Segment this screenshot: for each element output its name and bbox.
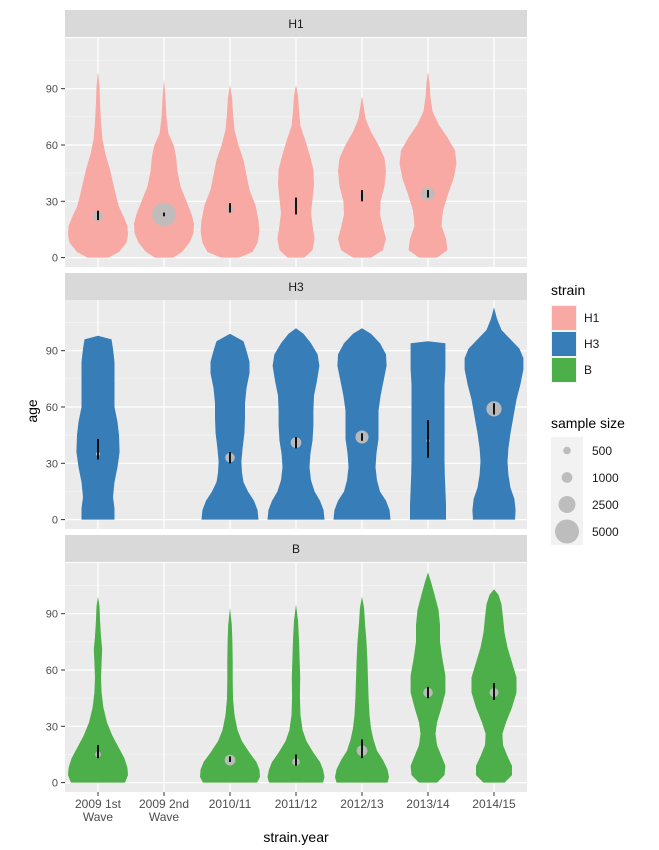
x-tick-label: 2013/14 — [406, 797, 450, 811]
legend-label: B — [584, 363, 592, 377]
y-tick-label: 0 — [52, 515, 58, 527]
violin — [277, 84, 315, 258]
facet-h3: H3 0 30 60 90 — [46, 273, 527, 529]
facet-strip — [65, 535, 527, 562]
violin — [201, 333, 259, 520]
violin — [134, 79, 194, 258]
violin — [76, 335, 120, 520]
legend-key-h3 — [552, 332, 576, 356]
legend-label: H3 — [584, 337, 600, 351]
x-tick-label: 2012/13 — [340, 797, 384, 811]
y-tick-label: 60 — [46, 402, 58, 414]
facet-h1: H1 0 30 60 90 — [46, 10, 527, 267]
y-tick-label: 30 — [46, 196, 58, 208]
x-axis-title: strain.year — [263, 829, 329, 845]
x-tick-label: 2009 1st Wave — [75, 797, 122, 824]
facet-strip-label: B — [292, 542, 300, 556]
facet-panels: H1 0 30 60 90 H3 0 30 60 90 B 0 30 60 90 — [46, 10, 527, 792]
legend-key-b — [552, 358, 576, 382]
y-tick-label: 90 — [46, 346, 58, 358]
y-tick-label: 60 — [46, 140, 58, 152]
legend-title-strain: strain — [551, 282, 585, 298]
y-tick-label: 30 — [46, 721, 58, 733]
facet-strip-label: H1 — [288, 17, 304, 31]
y-tick-label: 30 — [46, 458, 58, 470]
violin — [68, 596, 128, 783]
x-tick-label: 2010/11 — [209, 797, 252, 811]
violin — [335, 596, 389, 783]
y-tick-label: 0 — [52, 778, 58, 790]
legend-size-point — [561, 472, 573, 483]
facet-b: B 0 30 60 90 — [46, 535, 527, 792]
violin — [333, 328, 391, 520]
legend-title-size: sample size — [551, 415, 625, 431]
legend-label: 500 — [592, 444, 612, 458]
legend-size-point — [563, 446, 571, 455]
facet-strip — [65, 273, 527, 300]
violin — [267, 604, 325, 783]
violin — [68, 71, 128, 258]
y-tick-label: 60 — [46, 665, 58, 677]
x-tick-label: 2011/12 — [275, 797, 318, 811]
x-tick-label: 2009 2nd Wave — [139, 797, 189, 824]
violin — [338, 96, 386, 258]
x-tick-label: 2014/15 — [472, 797, 516, 811]
y-tick-label: 0 — [52, 253, 58, 265]
legend-label: 5000 — [592, 525, 619, 539]
y-axis-title: age — [24, 399, 40, 423]
legend-size-point — [555, 519, 579, 544]
violin — [399, 71, 457, 258]
facet-strip — [65, 10, 527, 37]
violin — [267, 328, 325, 520]
violin — [410, 572, 446, 783]
facet-strip-label: H3 — [288, 280, 304, 294]
x-axis: 2009 1st Wave 2009 2nd Wave 2010/11 2011/12 20… — [75, 792, 516, 824]
violin — [200, 608, 260, 783]
y-tick-label: 90 — [46, 609, 58, 621]
legend-size-point — [558, 496, 576, 513]
legend-label: 1000 — [592, 471, 619, 485]
legend-key-h1 — [552, 306, 576, 330]
legend-label: H1 — [584, 311, 600, 325]
y-tick-label: 90 — [46, 84, 58, 96]
violin — [200, 84, 260, 258]
legend-label: 2500 — [592, 498, 619, 512]
